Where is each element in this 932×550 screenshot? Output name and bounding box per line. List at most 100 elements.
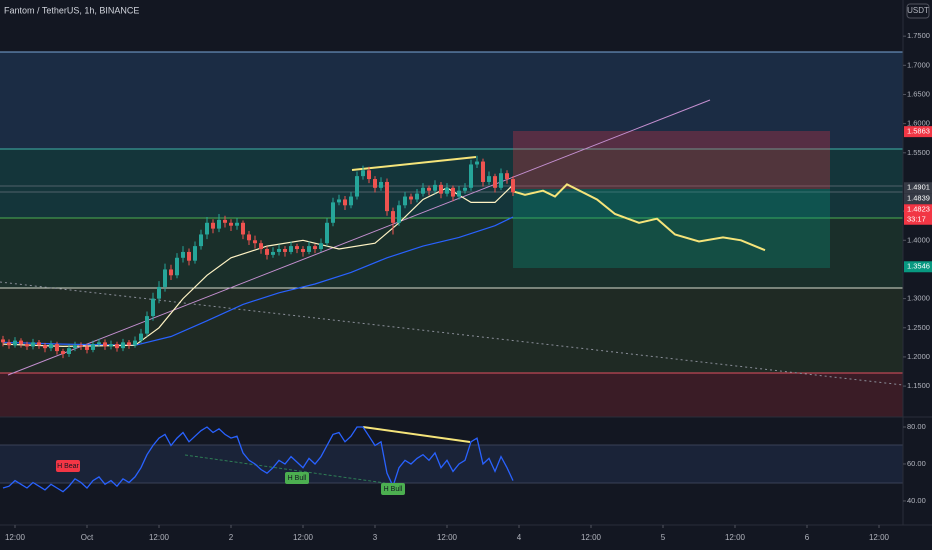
candle-body [403,196,407,206]
y-tick-label: 1.6500 [907,89,930,98]
candle-body [397,205,401,223]
price-tag-label: 1.5863 [907,127,930,136]
y-tick-label: 1.2000 [907,352,930,361]
candle-body [265,249,269,255]
candle-body [439,184,443,194]
candle-body [229,222,233,226]
x-tick-label: 6 [805,533,810,542]
candle-body [181,251,185,258]
candle-body [199,234,203,247]
candle-body [373,179,377,188]
candle-body [499,173,503,188]
annotation: H Bull [288,475,307,482]
candle-body [163,269,167,287]
candle-body [103,342,107,347]
candle-body [37,342,41,346]
candle-body [271,251,275,255]
chart-title: Fantom / TetherUS, 1h, BINANCE [4,5,139,15]
candle-body [61,351,65,355]
candle-body [1,339,5,343]
x-tick-label: Oct [81,533,94,542]
candle-body [475,161,479,165]
x-tick-label: 12:00 [5,533,26,542]
candle-body [205,222,209,235]
annotation-box [285,472,309,484]
candle-body [481,161,485,182]
candle-body [79,345,83,347]
candle-body [25,344,29,347]
candle-body [67,348,71,355]
candle-body [55,344,59,352]
candle-body [379,181,383,188]
candle-body [241,222,245,235]
candle-body [469,164,473,188]
candle-body [337,199,341,203]
candle-body [127,342,131,346]
candle-body [211,222,215,229]
candle-body [289,246,293,252]
candle-body [193,246,197,261]
divergence-line [362,426,471,443]
candle-body [391,211,395,223]
candle-body [145,316,149,334]
candle-body [121,342,125,349]
candle-body [313,246,317,250]
rsi-tick-label: 80.00 [907,422,926,431]
candle-body [283,249,287,252]
candle-body [91,344,95,350]
candle-body [355,176,359,197]
candle-body [217,219,221,229]
x-tick-label: 12:00 [869,533,890,542]
indicator-line [512,183,766,252]
price-tag [904,182,932,194]
candle-body [451,187,455,197]
zone [0,218,903,288]
zone [0,288,903,373]
currency-button[interactable] [906,3,930,19]
y-tick-label: 1.3000 [907,294,930,303]
x-tick-label: 12:00 [581,533,602,542]
y-tick-label: 1.7000 [907,60,930,69]
countdown-tag [904,214,932,225]
divergence-line [351,156,477,171]
candle-body [43,345,47,349]
zones [0,51,904,417]
y-tick-label: 1.4000 [907,235,930,244]
annotation-box [381,483,405,495]
candle-body [343,199,347,206]
x-tick-label: 12:00 [725,533,746,542]
candle-body [505,173,509,180]
annotation-box [56,460,80,472]
indicator-line [2,216,514,346]
candle-body [367,170,371,180]
rsi-band [0,445,903,483]
x-tick-label: 12:00 [149,533,170,542]
candle-body [139,333,143,341]
candles [1,155,515,359]
y-tick-label: 1.2500 [907,323,930,332]
candle-body [511,179,515,193]
candle-body [349,196,353,206]
candle-body [187,251,191,261]
target-zone [513,189,830,268]
price-tag-label: 1.4823 [907,205,930,214]
x-tick-label: 12:00 [293,533,314,542]
price-tag [904,261,932,273]
trend-line [7,99,711,376]
divergence-line [184,454,386,484]
candle-body [247,234,251,241]
y-tick-label: 1.6000 [907,119,930,128]
candle-body [421,187,425,194]
candle-body [277,249,281,252]
currency-label[interactable]: USDT [907,6,929,15]
candle-body [385,181,389,212]
annotation: H Bear [57,463,79,470]
candle-body [19,340,23,345]
candle-body [223,219,227,223]
candle-body [169,269,173,276]
x-tick-label: 5 [661,533,666,542]
price-tag-label: 1.4901 [907,183,930,192]
rsi-pane [0,416,932,484]
candle-body [415,193,419,200]
